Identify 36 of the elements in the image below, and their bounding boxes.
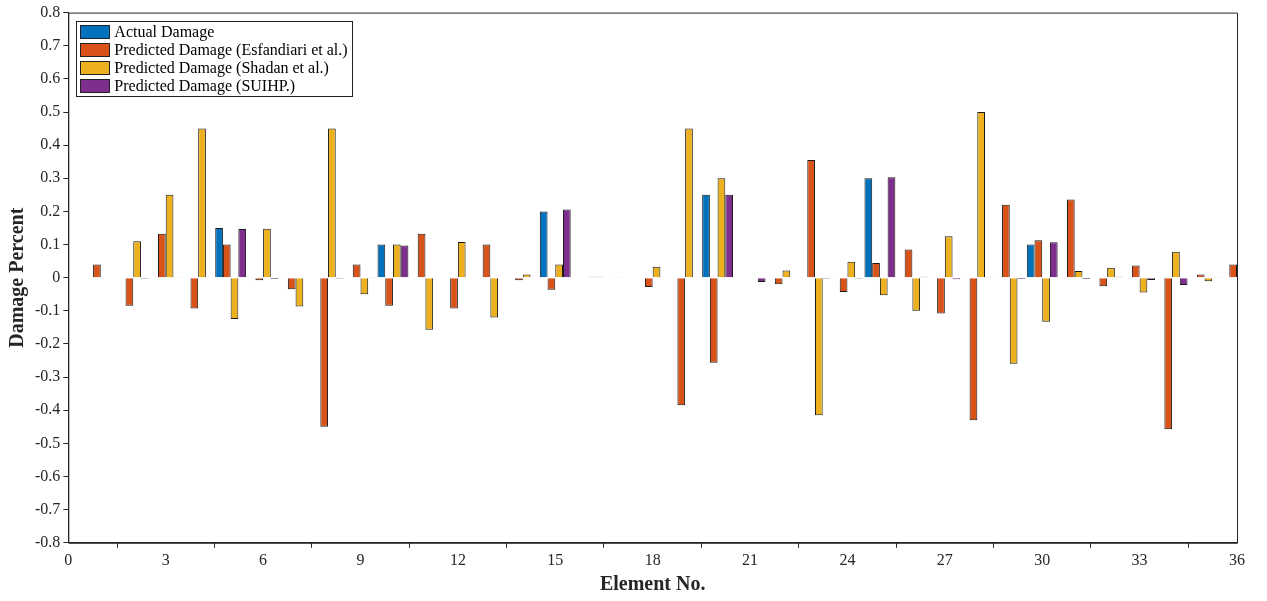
y-tick-label: 0.1 bbox=[40, 234, 61, 252]
legend-label: Predicted Damage (Shadan et al.) bbox=[114, 58, 329, 77]
y-tick-label: 0.4 bbox=[40, 135, 61, 153]
y-tick-label: 0.2 bbox=[40, 201, 61, 219]
x-tick-label: 27 bbox=[936, 550, 953, 568]
x-tick-label: 24 bbox=[839, 550, 856, 568]
x-tick-label: 0 bbox=[64, 550, 73, 568]
y-tick-label: 0.3 bbox=[40, 168, 61, 186]
x-tick-label: 30 bbox=[1034, 550, 1051, 568]
x-axis-title: Element No. bbox=[599, 572, 706, 595]
y-tick-label: 0.8 bbox=[40, 2, 61, 20]
y-tick-label: -0.6 bbox=[35, 466, 61, 484]
legend-label: Actual Damage bbox=[114, 22, 215, 41]
y-tick-label: -0.4 bbox=[35, 400, 61, 418]
x-tick-label: 9 bbox=[356, 550, 365, 568]
x-tick-label: 21 bbox=[742, 550, 759, 568]
y-tick-label: -0.7 bbox=[35, 499, 61, 517]
x-tick-label: 33 bbox=[1131, 550, 1148, 568]
y-tick-label: -0.5 bbox=[35, 433, 61, 451]
y-axis-title: Damage Percent bbox=[5, 207, 29, 348]
x-tick-label: 18 bbox=[644, 550, 661, 568]
x-tick-label: 15 bbox=[547, 550, 564, 568]
y-tick-label: -0.3 bbox=[35, 367, 61, 385]
legend-label: Predicted Damage (Esfandiari et al.) bbox=[114, 40, 348, 59]
y-tick-label: -0.8 bbox=[35, 533, 61, 550]
x-tick-label: 6 bbox=[259, 550, 268, 568]
y-tick-label: 0 bbox=[52, 267, 61, 285]
x-tick-label: 36 bbox=[1229, 550, 1245, 568]
x-tick-label: 12 bbox=[449, 550, 466, 568]
y-tick-label: 0.6 bbox=[40, 69, 61, 87]
y-tick-label: 0.5 bbox=[40, 102, 61, 120]
y-tick-label: 0.7 bbox=[40, 35, 61, 53]
y-tick-label: -0.2 bbox=[35, 334, 61, 352]
legend-label: Predicted Damage (SUIHP.) bbox=[114, 76, 296, 95]
y-tick-label: -0.1 bbox=[35, 301, 61, 319]
x-tick-label: 3 bbox=[161, 550, 170, 568]
